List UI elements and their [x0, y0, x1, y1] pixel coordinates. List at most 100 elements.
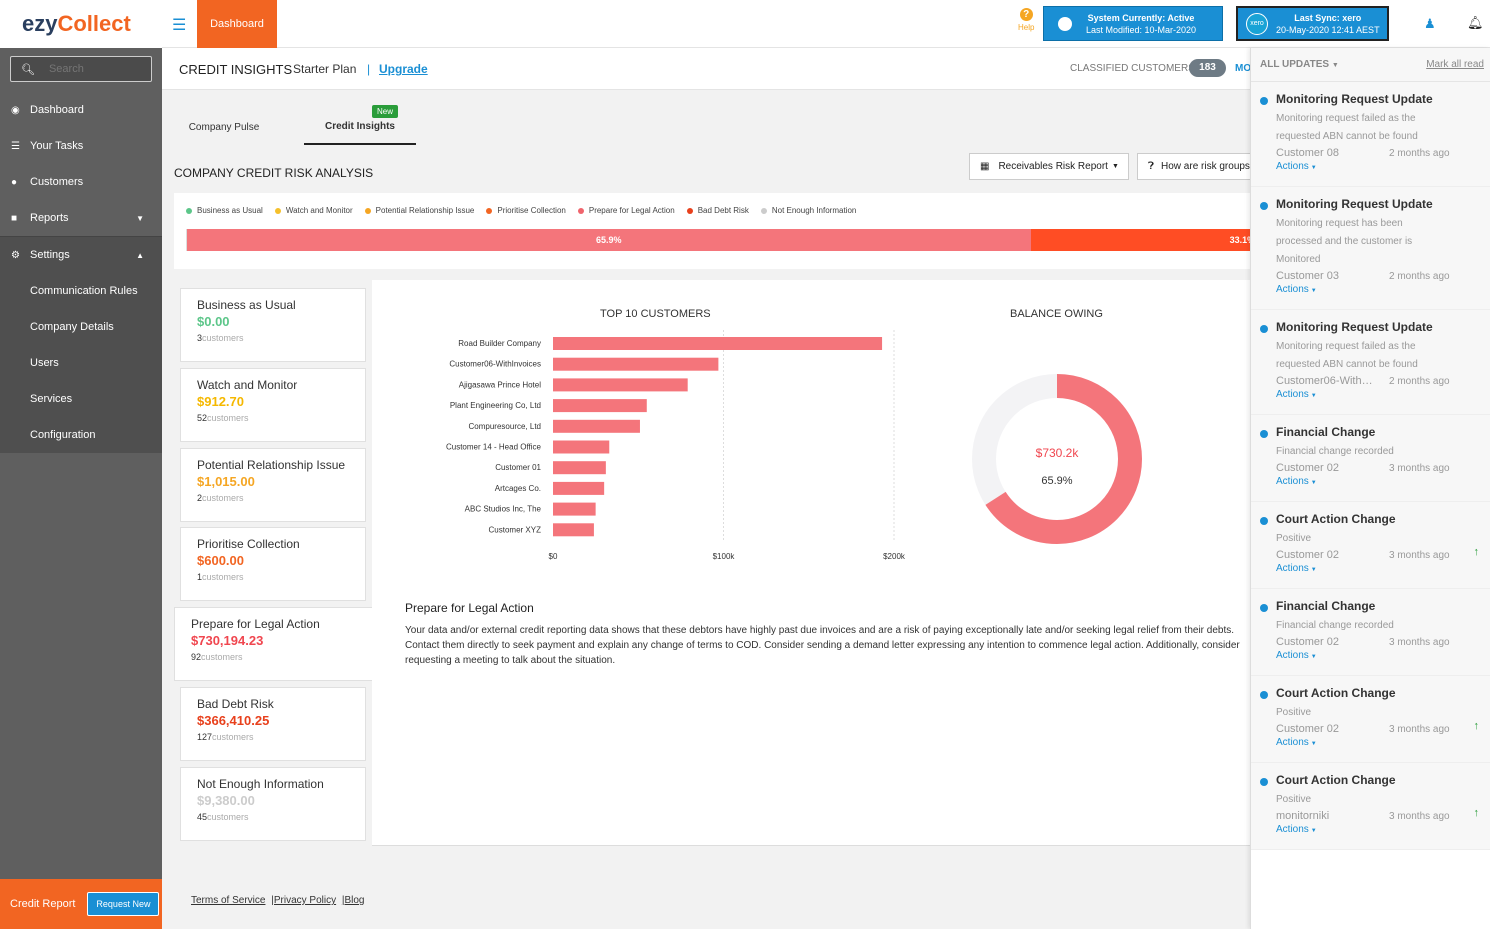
- bar-label: Customer 14 - Head Office: [446, 443, 542, 452]
- update-customer[interactable]: Customer 02: [1276, 723, 1339, 735]
- update-actions-dropdown[interactable]: Actions ▼: [1276, 650, 1490, 661]
- customers-icon: ●: [11, 176, 18, 188]
- help-label: Help: [1018, 23, 1035, 32]
- update-actions-dropdown[interactable]: Actions ▼: [1276, 824, 1490, 835]
- update-item[interactable]: Court Action Change Positive Customer 02 3 …: [1251, 502, 1490, 589]
- risk-bar-segment[interactable]: 65.9%: [187, 229, 1031, 251]
- update-customer[interactable]: Customer 02: [1276, 549, 1339, 561]
- update-item[interactable]: Monitoring Request Update Monitoring requ…: [1251, 310, 1490, 415]
- legend-item[interactable]: Not Enough Information: [760, 206, 856, 215]
- sidebar-subitem-configuration[interactable]: Configuration: [30, 429, 96, 441]
- risk-card[interactable]: Not Enough Information $9,380.00 45custome…: [180, 766, 366, 841]
- search-input[interactable]: [48, 63, 149, 75]
- risk-card[interactable]: Prepare for Legal Action $730,194.23 92cus…: [174, 607, 372, 682]
- bell-icon[interactable]: 🔔︎: [1467, 15, 1484, 30]
- update-customer[interactable]: monitorniki: [1276, 810, 1330, 822]
- risk-card-count: 92customers: [191, 652, 372, 662]
- search-box[interactable]: 🔍︎: [10, 56, 152, 82]
- bar[interactable]: [553, 440, 610, 454]
- upgrade-link[interactable]: Upgrade: [379, 62, 428, 76]
- request-new-button[interactable]: Request New: [87, 892, 160, 916]
- tab-company-pulse[interactable]: Company Pulse: [188, 122, 260, 133]
- credit-report-label[interactable]: Credit Report: [10, 898, 76, 910]
- sync-status-box[interactable]: xero Last Sync: xero 20-May-2020 12:41 A…: [1236, 6, 1389, 41]
- how-are-risk-groups-button[interactable]: ❓︎ How are risk groups: [1137, 153, 1250, 180]
- update-item[interactable]: Financial Change Financial change recorde…: [1251, 415, 1490, 502]
- bar-label: Ajigasawa Prince Hotel: [459, 380, 541, 389]
- sidebar-subitem-users[interactable]: Users: [30, 357, 59, 369]
- risk-bar-segment[interactable]: 33.1%: [1030, 229, 1250, 251]
- update-item[interactable]: Court Action Change Positive monitorniki 3 …: [1251, 763, 1490, 850]
- unread-dot-icon: [1260, 517, 1268, 525]
- update-actions-dropdown[interactable]: Actions ▼: [1276, 476, 1490, 487]
- sidebar-item-tasks[interactable]: ☰ Your Tasks: [0, 128, 162, 164]
- sidebar-item-customers[interactable]: ● Customers: [0, 164, 162, 200]
- update-actions-dropdown[interactable]: Actions ▼: [1276, 284, 1490, 295]
- help-button[interactable]: ? Help: [1018, 8, 1034, 32]
- risk-card[interactable]: Bad Debt Risk $366,410.25 127customers: [180, 687, 366, 761]
- legend-item[interactable]: Business as Usual: [186, 206, 263, 215]
- user-icon[interactable]: ♟: [1424, 16, 1436, 31]
- all-updates-filter[interactable]: ALL UPDATES ▼: [1260, 59, 1339, 70]
- update-item[interactable]: Monitoring Request Update Monitoring requ…: [1251, 187, 1490, 310]
- caret-down-icon: ▼: [1310, 741, 1317, 747]
- caret-down-icon: ▼: [136, 213, 144, 223]
- legend-label: Potential Relationship Issue: [375, 206, 475, 215]
- update-actions-dropdown[interactable]: Actions ▼: [1276, 389, 1490, 400]
- bar[interactable]: [553, 481, 605, 495]
- bar[interactable]: [553, 378, 688, 392]
- risk-card[interactable]: Watch and Monitor $912.70 52customers: [180, 367, 366, 442]
- sidebar-item-dashboard[interactable]: ◉ Dashboard: [0, 92, 162, 128]
- receivables-risk-report-button[interactable]: ▦ Receivables Risk Report ▼: [969, 153, 1129, 180]
- hamburger-menu-icon[interactable]: ☰: [172, 17, 187, 34]
- bar[interactable]: [553, 419, 640, 433]
- update-customer[interactable]: Customer 02: [1276, 462, 1339, 474]
- update-customer[interactable]: Customer 03: [1276, 270, 1339, 282]
- bar[interactable]: [553, 399, 647, 413]
- sidebar-item-reports[interactable]: ■ Reports ▼: [0, 200, 162, 236]
- bar[interactable]: [553, 523, 594, 537]
- legend-item[interactable]: Prioritise Collection: [486, 206, 566, 215]
- bar[interactable]: [553, 337, 883, 350]
- sidebar-subitem-communication-rules[interactable]: Communication Rules: [30, 285, 138, 297]
- more-link[interactable]: MO: [1235, 63, 1250, 74]
- system-status-box[interactable]: System Currently: Active Last Modified: …: [1043, 6, 1223, 41]
- legend-item[interactable]: Prepare for Legal Action: [577, 206, 675, 215]
- bar[interactable]: [553, 461, 606, 475]
- sidebar-subitem-company-details[interactable]: Company Details: [30, 321, 114, 333]
- update-actions-dropdown[interactable]: Actions ▼: [1276, 563, 1490, 574]
- main-content: Company Pulse Credit Insights New COMPAN…: [162, 90, 1250, 929]
- donut-slice-main[interactable]: [972, 374, 1142, 544]
- bar[interactable]: [553, 502, 596, 516]
- legend-item[interactable]: Potential Relationship Issue: [364, 206, 475, 215]
- update-customer[interactable]: Customer 08: [1276, 147, 1339, 159]
- tab-credit-insights[interactable]: Credit Insights: [304, 110, 416, 145]
- sidebar-subitem-services[interactable]: Services: [30, 393, 73, 405]
- sync-status-line1: Last Sync: xero: [1294, 12, 1362, 23]
- caret-down-icon: ▼: [1310, 654, 1317, 660]
- sidebar-item-settings[interactable]: ⚙ Settings ▲: [0, 237, 162, 273]
- mark-all-read-link[interactable]: Mark all read: [1426, 59, 1484, 70]
- update-item[interactable]: Financial Change Financial change recorde…: [1251, 589, 1490, 676]
- blog-link[interactable]: |Blog: [341, 895, 365, 906]
- risk-card[interactable]: Business as Usual $0.00 3customers: [180, 288, 366, 362]
- risk-card[interactable]: Potential Relationship Issue $1,015.00 2cu…: [180, 447, 366, 522]
- update-customer[interactable]: Customer 02: [1276, 636, 1339, 648]
- update-customer[interactable]: Customer06-With…: [1276, 375, 1373, 387]
- dashboard-tab[interactable]: Dashboard: [197, 0, 277, 48]
- update-item[interactable]: Monitoring Request Update Monitoring requ…: [1251, 82, 1490, 187]
- risk-card[interactable]: Prioritise Collection $600.00 1customers: [180, 527, 366, 602]
- bar-label: ABC Studios Inc, The: [465, 505, 542, 514]
- credit-report-bar: Credit Report Request New: [0, 879, 162, 929]
- system-status-line2: Last Modified: 10-Mar-2020: [1086, 24, 1197, 35]
- update-actions-dropdown[interactable]: Actions ▼: [1276, 161, 1490, 172]
- classified-customers-count: 183: [1189, 59, 1226, 77]
- legend-item[interactable]: Watch and Monitor: [274, 206, 353, 215]
- terms-link[interactable]: Terms of Service: [191, 895, 266, 906]
- legend-item[interactable]: Bad Debt Risk: [686, 206, 749, 215]
- update-item[interactable]: Court Action Change Positive Customer 02 3 …: [1251, 676, 1490, 763]
- bar[interactable]: [553, 357, 719, 371]
- privacy-link[interactable]: |Privacy Policy: [271, 895, 337, 906]
- update-actions-dropdown[interactable]: Actions ▼: [1276, 737, 1490, 748]
- logo[interactable]: ezy Collect: [0, 0, 162, 48]
